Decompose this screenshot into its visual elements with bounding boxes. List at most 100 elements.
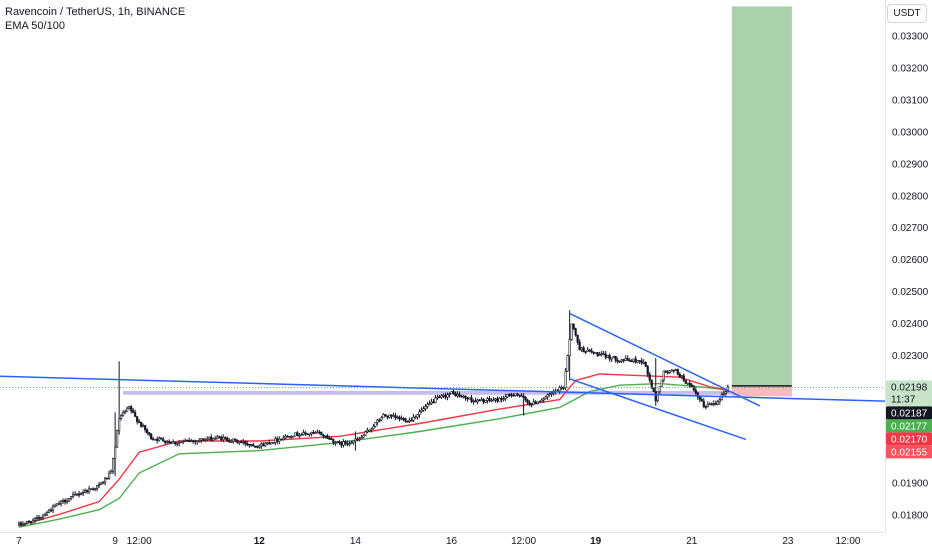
candle-body	[524, 397, 527, 401]
candle-body	[102, 481, 105, 484]
candle-body	[460, 395, 463, 398]
candle-body	[622, 359, 625, 361]
candle-body	[658, 386, 661, 393]
candle-body	[336, 441, 339, 443]
candle-body	[268, 442, 271, 445]
position-stop-box[interactable]	[731, 385, 792, 397]
trendline-channel-lower[interactable]	[569, 378, 747, 441]
price-tick-label: 0.02700	[892, 223, 929, 234]
time-tick-label: 12	[254, 536, 266, 547]
candle-body	[484, 400, 487, 403]
candle-body	[638, 360, 641, 362]
candle-body	[612, 356, 615, 359]
candle-body	[434, 397, 437, 403]
candle-body	[90, 488, 93, 491]
candle-body	[542, 398, 545, 401]
candle-body	[308, 433, 311, 436]
candle-body	[256, 445, 259, 448]
candle-body	[224, 437, 227, 439]
candle-body	[408, 419, 411, 422]
candle-body	[226, 437, 229, 442]
candle-body	[416, 414, 419, 418]
candle-body	[258, 445, 261, 448]
candle-body	[162, 438, 165, 442]
candle-body	[120, 415, 123, 419]
candle-body	[512, 394, 515, 397]
price-label-bg	[886, 419, 932, 433]
candle-body	[234, 438, 237, 441]
candle-body	[23, 522, 27, 525]
candle-body	[170, 442, 173, 444]
position-target-box[interactable]	[731, 6, 792, 386]
candle-body	[370, 428, 373, 431]
candle-body	[694, 389, 697, 394]
candle-body	[332, 439, 335, 443]
candle-body	[570, 323, 573, 340]
candle-body	[488, 398, 491, 401]
candle-body	[220, 436, 223, 441]
candle-body	[208, 436, 211, 440]
candle-body	[700, 399, 703, 402]
candle-body	[310, 431, 313, 435]
price-tick-label: 0.02400	[892, 319, 929, 330]
trendline-channel-upper[interactable]	[569, 312, 761, 407]
candle-body	[462, 395, 465, 398]
time-tick-label: 14	[350, 536, 362, 547]
candle-body	[280, 438, 283, 441]
candle-body	[210, 436, 213, 441]
candle-body	[678, 373, 681, 377]
candle-body	[130, 406, 133, 411]
candle-body	[65, 500, 69, 503]
candle-body	[350, 442, 353, 444]
candle-body	[448, 393, 451, 396]
candle-body	[428, 403, 431, 405]
candle-body	[564, 370, 567, 388]
price-tick-label: 0.03200	[892, 64, 929, 75]
candle-body	[642, 362, 645, 364]
candle-body	[216, 436, 219, 439]
candle-body	[490, 399, 493, 402]
candle-body	[558, 387, 561, 392]
price-tick-label: 0.03000	[892, 127, 929, 138]
currency-button[interactable]: USDT	[887, 4, 927, 23]
candle-body	[71, 494, 75, 497]
trendline-long-resistance[interactable]	[0, 375, 886, 402]
candle-body	[306, 433, 309, 435]
candle-body	[500, 398, 503, 400]
indicator-legend[interactable]: EMA 50/100	[5, 20, 65, 32]
candle-body	[254, 445, 257, 448]
candle-body	[534, 401, 537, 405]
candle-body	[398, 416, 401, 420]
candle-body	[596, 352, 599, 357]
candle-body	[712, 403, 715, 405]
support-zone[interactable]	[123, 390, 732, 395]
candle-body	[278, 438, 281, 442]
candle-body	[142, 425, 145, 427]
candle-body	[380, 417, 383, 421]
candle-body	[246, 443, 249, 446]
candle-body	[110, 471, 113, 474]
candle-body	[522, 395, 525, 398]
candle-body	[272, 442, 275, 444]
candle-body	[424, 406, 427, 409]
candle-body	[576, 334, 579, 343]
candle-body	[394, 415, 397, 418]
candle-body	[664, 370, 667, 373]
candle-body	[288, 435, 291, 438]
candle-body	[344, 441, 347, 444]
candle-body	[630, 360, 633, 363]
candle-body	[466, 397, 469, 400]
candle-body	[57, 503, 61, 505]
candle-body	[286, 435, 289, 438]
candle-body	[352, 440, 355, 443]
candle-body	[716, 401, 719, 405]
candle-body	[632, 358, 635, 362]
candle-body	[620, 359, 623, 362]
candle-body	[390, 414, 393, 417]
candle-body	[206, 438, 209, 441]
candle-body	[546, 394, 549, 398]
candle-body	[128, 406, 131, 409]
candle-body	[610, 357, 613, 360]
candle-body	[192, 440, 195, 443]
